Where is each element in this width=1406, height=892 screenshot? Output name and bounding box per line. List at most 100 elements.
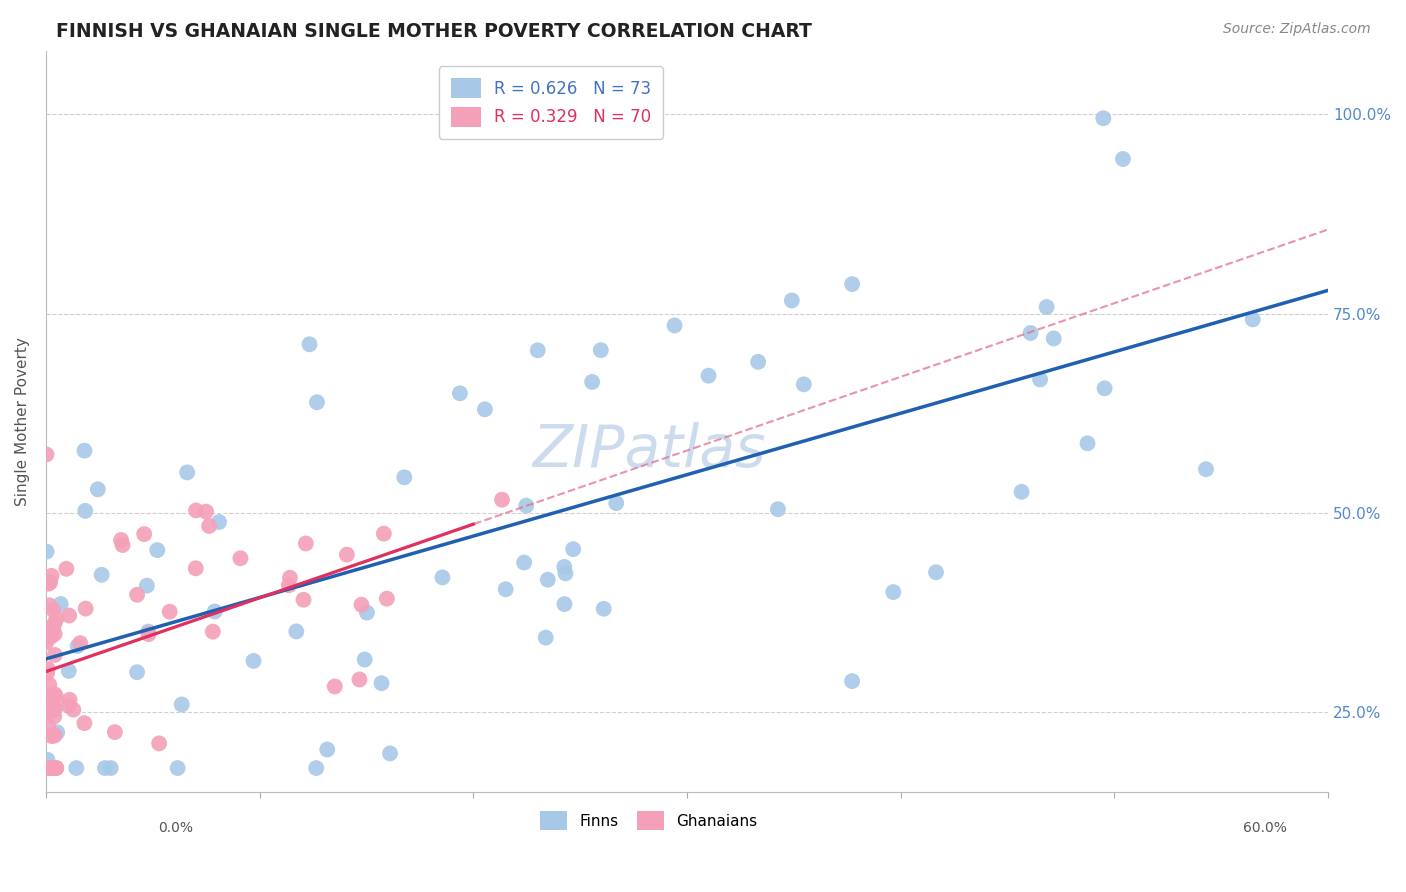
Point <box>1195 462 1218 476</box>
Point <box>44 687 66 701</box>
Point <box>394 470 416 484</box>
Point <box>356 606 378 620</box>
Point <box>41 568 63 582</box>
Text: 60.0%: 60.0% <box>1243 821 1288 835</box>
Point <box>49 597 72 611</box>
Point <box>1042 331 1064 345</box>
Point <box>94 761 117 775</box>
Point <box>45 761 67 775</box>
Point <box>73 716 96 731</box>
Point <box>780 293 803 308</box>
Point <box>495 582 517 597</box>
Point <box>73 443 96 458</box>
Point <box>134 527 156 541</box>
Point <box>35 622 58 636</box>
Point <box>45 761 67 775</box>
Point <box>45 611 67 625</box>
Point <box>336 548 359 562</box>
Point <box>148 736 170 750</box>
Point <box>135 579 157 593</box>
Point <box>42 603 65 617</box>
Point <box>58 608 80 623</box>
Point <box>58 664 80 678</box>
Point <box>278 571 301 585</box>
Point <box>432 570 454 584</box>
Point <box>491 492 513 507</box>
Text: ZIPatlas: ZIPatlas <box>531 423 765 480</box>
Text: Source: ZipAtlas.com: Source: ZipAtlas.com <box>1223 22 1371 37</box>
Point <box>39 690 62 704</box>
Point <box>349 673 371 687</box>
Point <box>125 665 148 680</box>
Point <box>41 729 63 743</box>
Point <box>449 386 471 401</box>
Point <box>592 601 614 615</box>
Point <box>1092 112 1115 126</box>
Point <box>35 706 58 721</box>
Point <box>1076 436 1098 450</box>
Point <box>589 343 612 358</box>
Point <box>370 676 392 690</box>
Point <box>90 567 112 582</box>
Point <box>37 720 59 734</box>
Point <box>35 544 58 558</box>
Point <box>1094 381 1116 395</box>
Point <box>110 533 132 547</box>
Point <box>44 627 66 641</box>
Point <box>55 562 77 576</box>
Point <box>45 690 67 704</box>
Point <box>925 566 948 580</box>
Point <box>37 753 59 767</box>
Point <box>474 402 496 417</box>
Point <box>35 636 58 650</box>
Point <box>201 624 224 639</box>
Point <box>44 615 66 630</box>
Point <box>39 761 62 775</box>
Point <box>104 725 127 739</box>
Point <box>127 588 149 602</box>
Point <box>316 742 339 756</box>
Point <box>66 639 89 653</box>
Point <box>1011 484 1033 499</box>
Point <box>69 636 91 650</box>
Point <box>526 343 548 358</box>
Point <box>323 680 346 694</box>
Point <box>39 761 62 775</box>
Point <box>111 538 134 552</box>
Point <box>35 761 58 775</box>
Legend: Finns, Ghanaians: Finns, Ghanaians <box>533 805 763 836</box>
Point <box>305 395 328 409</box>
Point <box>766 502 789 516</box>
Point <box>305 761 328 775</box>
Point <box>170 698 193 712</box>
Point <box>38 761 60 775</box>
Point <box>285 624 308 639</box>
Point <box>537 573 560 587</box>
Point <box>1241 312 1264 326</box>
Point <box>277 578 299 592</box>
Text: FINNISH VS GHANAIAN SINGLE MOTHER POVERTY CORRELATION CHART: FINNISH VS GHANAIAN SINGLE MOTHER POVERT… <box>56 22 813 41</box>
Point <box>184 561 207 575</box>
Point <box>58 692 80 706</box>
Point <box>35 666 58 681</box>
Point <box>41 761 63 775</box>
Point <box>195 505 218 519</box>
Point <box>553 597 575 611</box>
Point <box>664 318 686 333</box>
Point <box>138 627 160 641</box>
Point <box>62 703 84 717</box>
Point <box>292 592 315 607</box>
Text: 0.0%: 0.0% <box>159 821 193 835</box>
Point <box>793 377 815 392</box>
Point <box>350 598 373 612</box>
Point <box>697 368 720 383</box>
Point <box>37 576 59 591</box>
Point <box>166 761 188 775</box>
Point <box>513 556 536 570</box>
Point <box>298 337 321 351</box>
Point <box>38 599 60 613</box>
Point <box>41 761 63 775</box>
Point <box>44 701 66 715</box>
Point <box>1029 372 1052 386</box>
Point <box>605 496 627 510</box>
